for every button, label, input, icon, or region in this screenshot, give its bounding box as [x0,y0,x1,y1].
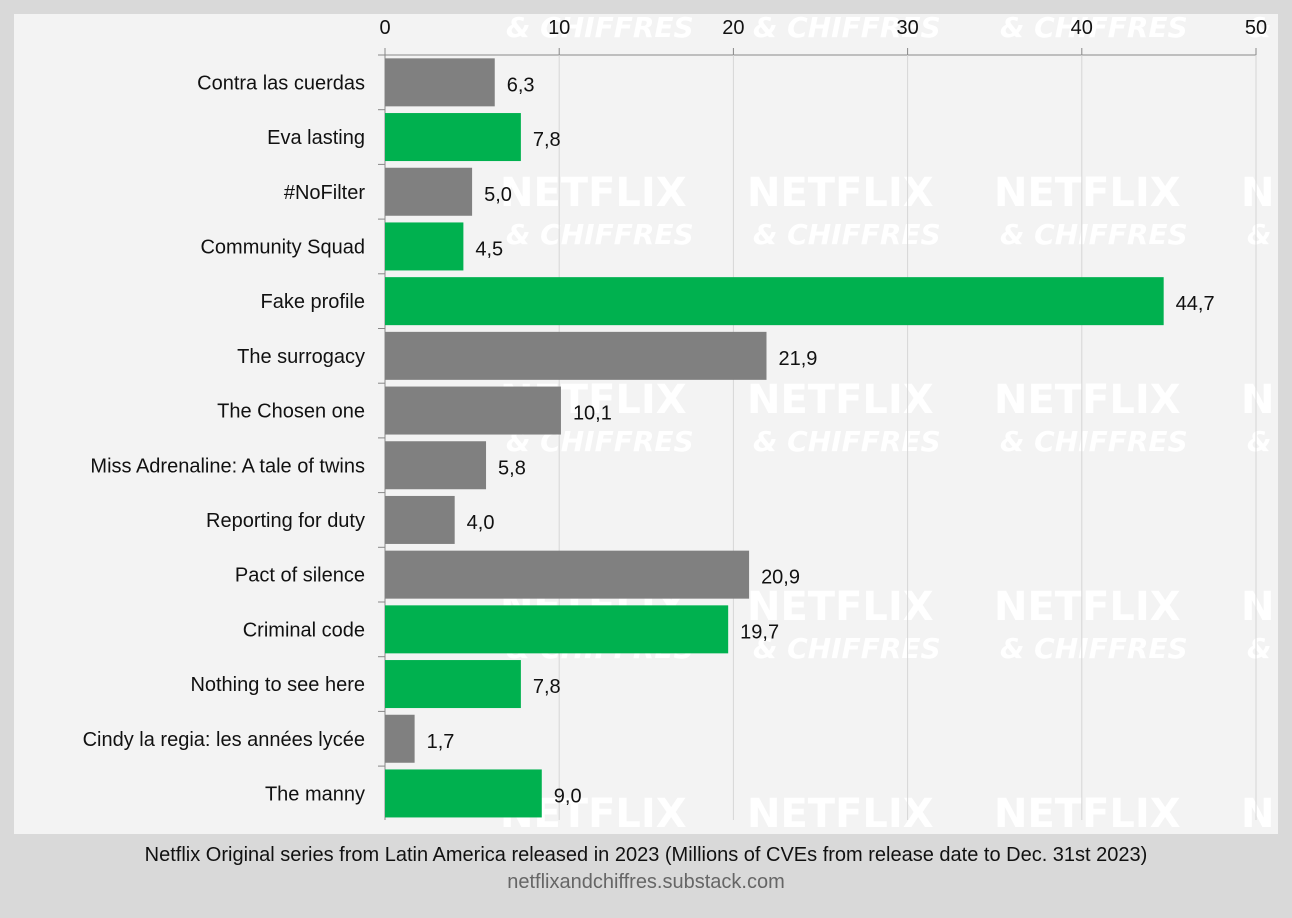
value-label: 4,5 [475,238,503,260]
watermark-chiffres: & CHIFFRES [506,14,694,44]
bar [385,550,750,599]
watermark-chiffres: & CHIFFRES [753,632,941,665]
bars [385,58,1164,818]
value-label: 4,0 [467,512,495,534]
watermark-chiffres: & CHIFFRES [1247,632,1278,665]
watermark-netflix: NETFLIX [994,791,1181,834]
x-axis-ticks: 0 10 20 30 40 50 [379,17,1267,39]
value-label: 5,8 [498,457,526,479]
bar [385,386,561,435]
watermark-chiffres: & CHIFFRES [1000,632,1188,665]
watermark-netflix: NETFLIX [994,584,1181,630]
bar [385,769,542,818]
value-label: 19,7 [740,621,779,643]
x-tick-label: 10 [548,17,570,39]
watermark-netflix: NETFLIX [747,377,934,423]
watermark-netflix: NETFLIX [747,170,934,216]
value-label: 7,8 [533,676,561,698]
bar [385,167,473,216]
category-label: #NoFilter [284,182,365,204]
watermark-netflix: NETFLIX [1241,377,1278,423]
value-label: 9,0 [554,785,582,807]
watermark-netflix: NETFLIX [500,170,687,216]
category-labels: Contra las cuerdas Eva lasting #NoFilter Co… [83,72,366,805]
category-label: Cindy la regia: les années lycée [83,729,365,751]
x-tick-label: 50 [1245,17,1267,39]
chart-caption: Netflix Original series from Latin Ameri… [144,844,1148,866]
watermark-chiffres: & CHIFFRES [1247,425,1278,458]
watermark-netflix: NETFLIX [994,377,1181,423]
category-label: Miss Adrenaline: A tale of twins [90,455,365,477]
value-label: 21,9 [778,348,817,370]
bar [385,714,415,763]
x-tick-label: 0 [379,17,390,39]
watermark-chiffres: & CHIFFRES [753,218,941,251]
category-label: The manny [265,783,365,805]
x-tick-label: 40 [1071,17,1093,39]
watermark-netflix: NETFLIX [994,170,1181,216]
watermark-chiffres: & CHIFFRES [1247,14,1278,44]
value-label: 5,0 [484,184,512,206]
category-label: The Chosen one [217,401,365,423]
watermark-chiffres: & CHIFFRES [753,14,941,44]
category-label: Reporting for duty [206,510,365,532]
watermark-netflix: NETFLIX [1241,791,1278,834]
watermark-chiffres: & CHIFFRES [506,218,694,251]
bar [385,113,521,162]
bar [385,441,487,490]
category-label: Nothing to see here [190,674,365,696]
value-label: 44,7 [1176,293,1215,315]
category-label: Pact of silence [235,565,365,587]
bar [385,58,495,107]
category-label: Fake profile [261,291,366,313]
watermark-netflix: NETFLIX [747,791,934,834]
category-label: Eva lasting [267,127,365,149]
category-label: Contra las cuerdas [197,72,365,94]
category-label: Criminal code [243,619,365,641]
bar [385,331,767,380]
bar [385,495,455,544]
value-label: 1,7 [427,731,455,753]
category-label: The surrogacy [237,346,365,368]
value-label: 10,1 [573,403,612,425]
watermark-chiffres: & CHIFFRES [1000,425,1188,458]
watermark-netflix: NETFLIX [1241,170,1278,216]
x-tick-label: 20 [722,17,744,39]
watermark-chiffres: & CHIFFRES [1000,14,1188,44]
bar [385,222,464,271]
bar [385,277,1164,326]
value-labels: 6,3 7,8 5,0 4,5 44,7 21,9 10,1 5,8 4,0 20,9 19,7 7,… [427,74,1215,807]
value-label: 20,9 [761,567,800,589]
watermark-chiffres: & CHIFFRES [1247,218,1278,251]
value-label: 7,8 [533,129,561,151]
bar [385,660,521,709]
x-tick-label: 30 [896,17,918,39]
watermark-netflix: NETFLIX [1241,584,1278,630]
value-label: 6,3 [507,74,535,96]
watermark-chiffres: & CHIFFRES [1000,218,1188,251]
category-label: Community Squad [200,236,365,258]
watermark-chiffres: & CHIFFRES [753,425,941,458]
source-credit: netflixandchiffres.substack.com [507,871,785,893]
bar [385,605,729,654]
watermark-netflix: NETFLIX [747,584,934,630]
